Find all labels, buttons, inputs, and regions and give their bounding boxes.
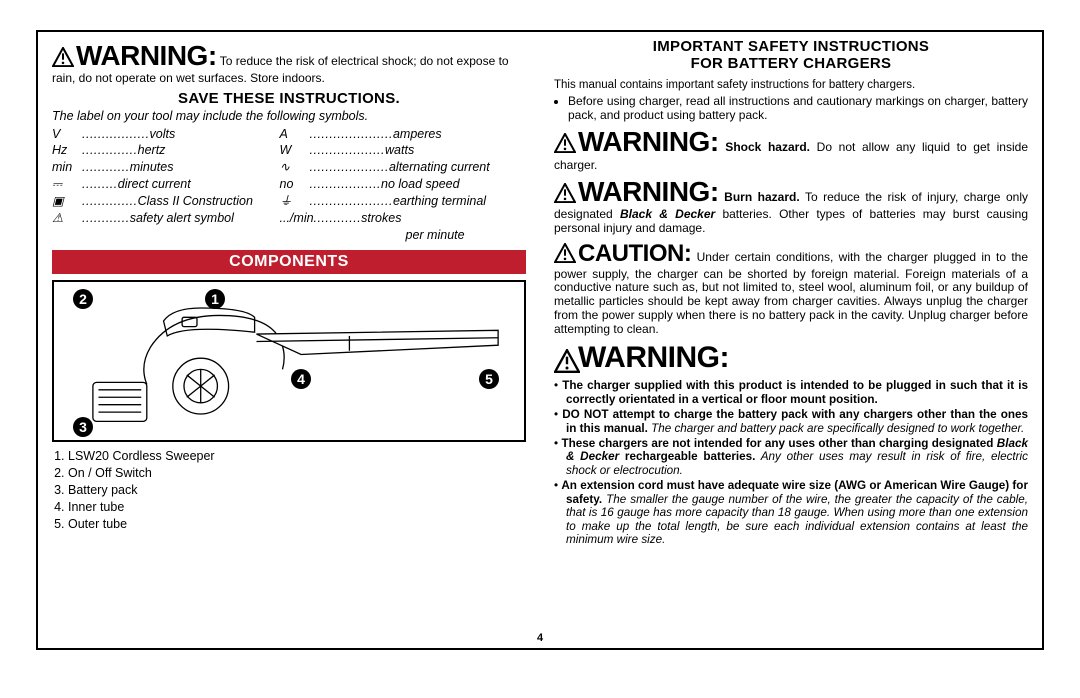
- heading-line-2: for Battery Chargers: [691, 55, 892, 72]
- label-symbols-note: The label on your tool may include the f…: [52, 109, 526, 123]
- warning-burn-hazard: WARNING: Burn hazard. To reduce the risk…: [554, 176, 1028, 236]
- charger-safety-heading: Important Safety Instructions for Batter…: [554, 34, 1028, 79]
- charger-warnings-list: • The charger supplied with this product…: [554, 379, 1028, 546]
- right-column: Important Safety Instructions for Batter…: [540, 32, 1042, 648]
- page-number: 4: [537, 632, 543, 644]
- symbol-legend-row: ⚠............safety alert symbol: [52, 210, 280, 227]
- warning-standalone-title: WARNING:: [578, 341, 729, 374]
- svg-text:4: 4: [297, 371, 305, 387]
- svg-text:2: 2: [79, 291, 87, 307]
- symbol-legend-row: W...................watts: [280, 142, 508, 159]
- charger-warning-item: • These chargers are not intended for an…: [554, 437, 1028, 477]
- left-column: WARNING: To reduce the risk of electrica…: [38, 32, 540, 648]
- symbol-legend-row: ▣..............Class II Construction: [52, 193, 280, 210]
- symbol-legend-col-1: V.................voltsHz..............h…: [52, 126, 280, 244]
- warning-shock-title: WARNING:: [578, 126, 719, 157]
- components-diagram: 1 2 3 4 5: [52, 280, 526, 442]
- svg-text:5: 5: [485, 371, 493, 387]
- two-column-layout: WARNING: To reduce the risk of electrica…: [38, 32, 1042, 648]
- symbol-legend-row: ⏚.....................earthing terminal: [280, 193, 508, 210]
- components-list: LSW20 Cordless SweeperOn / Off SwitchBat…: [52, 448, 526, 532]
- warning-burn-bold: Burn hazard.: [719, 190, 800, 204]
- brand-name: Black & Decker: [620, 207, 715, 221]
- charger-bullet-read: Before using charger, read all instructi…: [554, 95, 1028, 123]
- alert-triangle-icon: [554, 243, 576, 263]
- blower-illustration: [54, 282, 524, 440]
- symbol-legend-col-2: A.....................amperesW..........…: [280, 126, 508, 244]
- component-list-item: Inner tube: [68, 499, 526, 516]
- page-frame: WARNING: To reduce the risk of electrica…: [36, 30, 1044, 650]
- component-list-item: LSW20 Cordless Sweeper: [68, 448, 526, 465]
- component-list-item: On / Off Switch: [68, 465, 526, 482]
- warning-electrical-shock: WARNING: To reduce the risk of electrica…: [52, 40, 526, 86]
- symbol-legend-row: V.................volts: [52, 126, 280, 143]
- warning-burn-title: WARNING:: [578, 176, 719, 207]
- warning-shock-bold: Shock hazard.: [719, 140, 810, 154]
- symbol-legend-row: ∿....................alternating current: [280, 159, 508, 176]
- caution-title: CAUTION:: [578, 240, 691, 267]
- alert-triangle-icon: [554, 183, 576, 203]
- symbol-legend-row: no..................no load speed: [280, 176, 508, 193]
- charger-warning-item: • The charger supplied with this product…: [554, 379, 1028, 406]
- symbol-legend-row: min............minutes: [52, 159, 280, 176]
- symbol-legend: V.................voltsHz..............h…: [52, 126, 526, 244]
- symbol-legend-row: .../min ............strokesper minute: [280, 210, 508, 244]
- charger-warning-item: • An extension cord must have adequate w…: [554, 479, 1028, 546]
- warning-title: WARNING:: [76, 40, 217, 71]
- component-list-item: Battery pack: [68, 482, 526, 499]
- symbol-legend-row: ⎓.........direct current: [52, 176, 280, 193]
- symbol-legend-row: A.....................amperes: [280, 126, 508, 143]
- alert-triangle-icon: [554, 133, 576, 153]
- components-heading: Components: [52, 250, 526, 274]
- component-list-item: Outer tube: [68, 516, 526, 533]
- alert-triangle-icon: [554, 349, 576, 369]
- charger-bullet-read-item: Before using charger, read all instructi…: [568, 95, 1028, 123]
- charger-intro: This manual contains important safety in…: [554, 79, 1028, 92]
- symbol-legend-row: Hz..............hertz: [52, 142, 280, 159]
- alert-triangle-icon: [52, 47, 74, 67]
- svg-text:1: 1: [211, 291, 219, 307]
- caution-foreign-material: CAUTION: Under certain conditions, with …: [554, 240, 1028, 337]
- svg-text:3: 3: [79, 419, 87, 435]
- save-instructions-heading: Save these instructions.: [52, 90, 526, 107]
- heading-line-1: Important Safety Instructions: [653, 38, 929, 55]
- warning-shock-hazard: WARNING: Shock hazard. Do not allow any …: [554, 126, 1028, 172]
- warning-standalone: WARNING:: [554, 341, 1028, 376]
- charger-warning-item: • DO NOT attempt to charge the battery p…: [554, 408, 1028, 435]
